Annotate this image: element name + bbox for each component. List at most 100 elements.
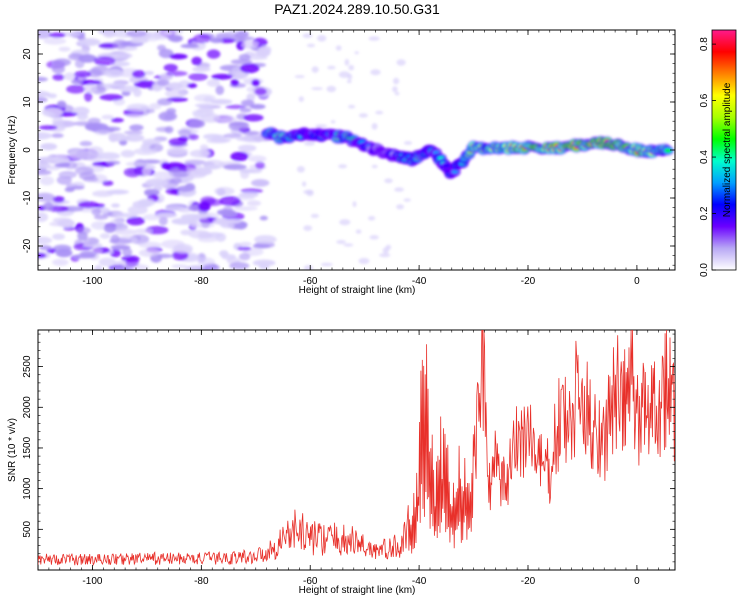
noise-blob bbox=[203, 164, 221, 170]
noise-blob bbox=[38, 169, 52, 176]
noise-blob bbox=[198, 237, 218, 243]
noise-blob bbox=[90, 248, 103, 254]
noise-blob bbox=[320, 262, 333, 267]
noise-blob bbox=[51, 133, 64, 138]
noise-blob bbox=[126, 103, 150, 112]
noise-blob bbox=[206, 79, 220, 87]
noise-blob bbox=[138, 248, 160, 257]
noise-blob bbox=[157, 98, 173, 106]
noise-blob bbox=[236, 136, 253, 142]
noise-blob bbox=[199, 144, 209, 151]
noise-blob bbox=[54, 163, 70, 168]
noise-blob bbox=[392, 86, 398, 93]
x-tick-label: -100 bbox=[82, 576, 102, 587]
y-tick-label: -10 bbox=[22, 190, 33, 205]
noise-blob bbox=[352, 201, 357, 208]
noise-blob bbox=[127, 205, 148, 215]
noise-blob bbox=[129, 77, 141, 84]
noise-blob bbox=[379, 253, 391, 258]
noise-blob bbox=[302, 33, 313, 38]
noise-blob bbox=[115, 213, 138, 218]
noise-blob bbox=[348, 64, 355, 71]
noise-blob bbox=[254, 87, 267, 96]
noise-blob bbox=[38, 30, 52, 39]
noise-blob bbox=[142, 166, 152, 176]
noise-blob bbox=[317, 35, 327, 42]
noise-blob bbox=[118, 85, 139, 93]
noise-blob bbox=[193, 111, 204, 120]
noise-blob bbox=[221, 254, 236, 260]
noise-blob bbox=[94, 265, 103, 270]
noise-blob bbox=[368, 216, 376, 221]
noise-blob bbox=[122, 248, 133, 257]
noise-blob bbox=[186, 168, 200, 176]
noise-blob bbox=[369, 235, 379, 240]
noise-blob bbox=[180, 213, 203, 220]
noise-blob bbox=[310, 213, 319, 218]
noise-blob bbox=[138, 198, 156, 207]
noise-blob bbox=[52, 233, 65, 240]
noise-blob bbox=[38, 162, 51, 169]
noise-blob bbox=[77, 231, 88, 241]
noise-blob bbox=[144, 189, 153, 197]
noise-blob bbox=[66, 84, 86, 94]
noise-blob bbox=[91, 208, 102, 216]
noise-blob bbox=[243, 114, 264, 122]
colorbar-tick-label: 0.2 bbox=[699, 206, 710, 220]
noise-blob bbox=[338, 164, 348, 169]
noise-blob bbox=[233, 206, 258, 211]
noise-blob bbox=[218, 117, 238, 123]
colorbar-ticks: 0.0 0.2 0.4 0.6 0.8 bbox=[699, 37, 716, 277]
noise-blob bbox=[87, 117, 101, 124]
x-tick-label: -40 bbox=[412, 576, 427, 587]
noise-blob bbox=[166, 147, 188, 155]
signal-core bbox=[451, 170, 459, 174]
y-tick-label: 1000 bbox=[22, 477, 33, 500]
x-tick-label: -60 bbox=[303, 576, 318, 587]
y-tick-label: 2000 bbox=[22, 396, 33, 419]
noise-blob bbox=[123, 130, 143, 135]
y-tick-label: -20 bbox=[22, 238, 33, 253]
noise-blob bbox=[97, 152, 121, 160]
snr-frame bbox=[37, 329, 676, 571]
noise-blob bbox=[194, 103, 214, 108]
noise-blob bbox=[240, 188, 263, 194]
noise-blob bbox=[169, 35, 183, 43]
noise-blob bbox=[165, 188, 179, 195]
noise-blob bbox=[215, 85, 225, 95]
noise-blob bbox=[240, 99, 255, 107]
noise-blob bbox=[161, 162, 171, 170]
noise-blob bbox=[53, 58, 71, 67]
noise-blob bbox=[330, 120, 336, 124]
noise-blob bbox=[259, 215, 268, 221]
noise-blob bbox=[83, 237, 100, 245]
noise-blob bbox=[385, 244, 392, 250]
noise-blob bbox=[152, 171, 174, 179]
x-tick-label: 0 bbox=[634, 576, 640, 587]
noise-blob bbox=[203, 133, 223, 140]
noise-blob bbox=[132, 70, 146, 79]
noise-blob bbox=[212, 218, 226, 225]
noise-blob bbox=[52, 117, 64, 125]
noise-blob bbox=[187, 83, 198, 89]
noise-blob bbox=[249, 104, 266, 110]
noise-blob bbox=[210, 99, 233, 105]
noise-blob bbox=[57, 172, 77, 177]
noise-blob bbox=[112, 39, 128, 49]
noise-blob bbox=[101, 83, 125, 88]
snr-y-label: SNR (10 * v/v) bbox=[7, 418, 18, 482]
noise-blob bbox=[237, 246, 252, 251]
noise-blob bbox=[230, 79, 239, 87]
noise-blob bbox=[206, 49, 221, 59]
noise-blob bbox=[133, 80, 157, 89]
noise-blob bbox=[134, 228, 153, 234]
noise-blob bbox=[246, 200, 262, 207]
noise-blob bbox=[242, 131, 261, 136]
noise-blob bbox=[71, 185, 85, 190]
noise-blob bbox=[104, 69, 124, 78]
noise-blob bbox=[110, 234, 120, 244]
noise-blob bbox=[188, 73, 208, 81]
noise-blob bbox=[403, 198, 411, 202]
y-tick-label: 500 bbox=[22, 521, 33, 538]
